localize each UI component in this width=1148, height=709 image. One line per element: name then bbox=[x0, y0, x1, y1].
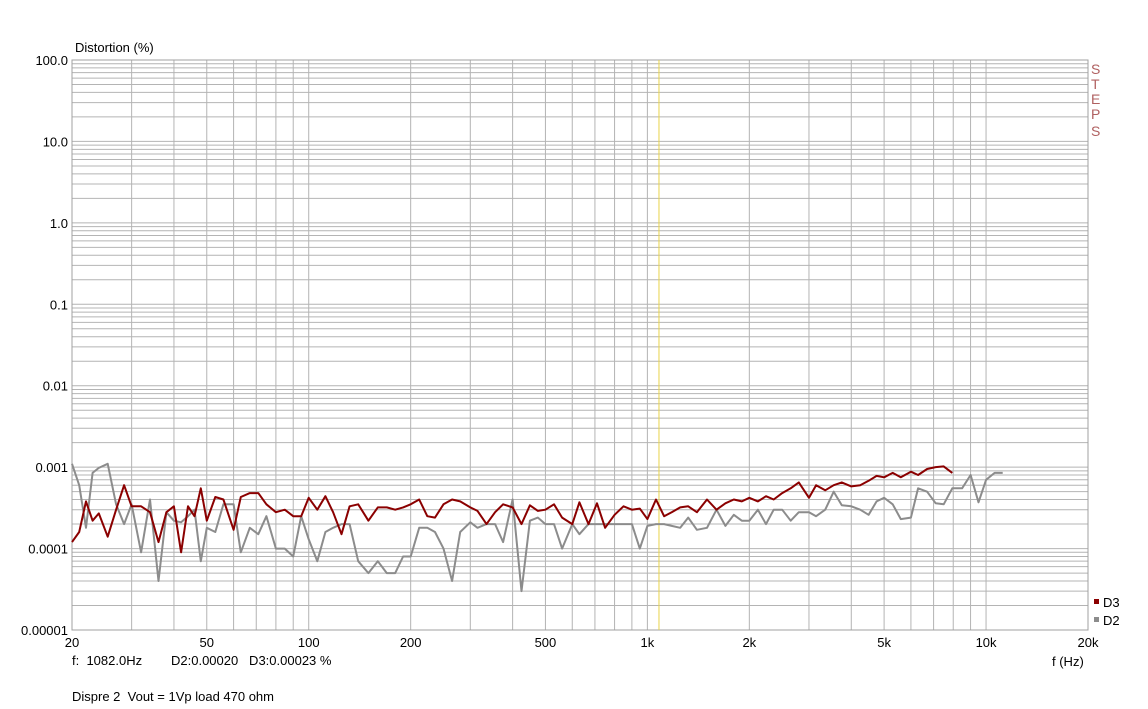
x-tick-label: 2k bbox=[742, 635, 756, 650]
legend-label-d3: D3 bbox=[1103, 595, 1120, 610]
measurement-caption: Dispre 2 Vout = 1Vp load 470 ohm bbox=[72, 689, 274, 704]
x-tick-label: 1k bbox=[641, 635, 655, 650]
y-tick-label: 100.0 bbox=[35, 53, 68, 68]
steps-label: S T E P S bbox=[1091, 61, 1100, 139]
series-line-d2 bbox=[71, 462, 1003, 593]
steps-letter: E bbox=[1091, 91, 1100, 107]
plot-frame bbox=[71, 59, 1089, 631]
steps-letter: S bbox=[1091, 123, 1100, 139]
legend: D3 D2 bbox=[1094, 595, 1120, 628]
y-tick-label: 1.0 bbox=[50, 216, 68, 231]
series-layer bbox=[71, 462, 1003, 593]
cursor-values-readout: D2:0.00020 D3:0.00023 % bbox=[171, 653, 332, 668]
legend-label-d2: D2 bbox=[1103, 613, 1120, 628]
steps-letter: T bbox=[1091, 76, 1100, 92]
y-tick-label: 0.0001 bbox=[28, 542, 68, 557]
y-tick-label: 0.001 bbox=[35, 460, 68, 475]
y-tick-label: 0.00001 bbox=[21, 623, 68, 638]
x-tick-label: 20k bbox=[1078, 635, 1099, 650]
grid bbox=[71, 60, 1089, 631]
legend-entry-d3: D3 bbox=[1094, 595, 1120, 610]
x-tick-label: 500 bbox=[535, 635, 557, 650]
series-line-d3 bbox=[71, 465, 953, 554]
legend-swatch-d2 bbox=[1094, 617, 1099, 622]
x-tick-label: 20 bbox=[65, 635, 79, 650]
y-tick-label: 0.01 bbox=[43, 379, 68, 394]
x-tick-label: 10k bbox=[976, 635, 997, 650]
legend-swatch-d3 bbox=[1094, 599, 1099, 604]
x-tick-label: 50 bbox=[200, 635, 214, 650]
steps-letter: S bbox=[1091, 61, 1100, 77]
x-tick-label: 5k bbox=[877, 635, 891, 650]
steps-letter: P bbox=[1091, 106, 1100, 122]
x-tick-label: 100 bbox=[298, 635, 320, 650]
y-axis-label: Distortion (%) bbox=[75, 40, 154, 55]
y-tick-label: 0.1 bbox=[50, 297, 68, 312]
y-tick-label: 10.0 bbox=[43, 134, 68, 149]
x-tick-label: 200 bbox=[400, 635, 422, 650]
cursor-frequency-readout: f: 1082.0Hz bbox=[72, 653, 143, 668]
legend-entry-d2: D2 bbox=[1094, 613, 1120, 628]
x-axis-label: f (Hz) bbox=[1052, 654, 1084, 669]
